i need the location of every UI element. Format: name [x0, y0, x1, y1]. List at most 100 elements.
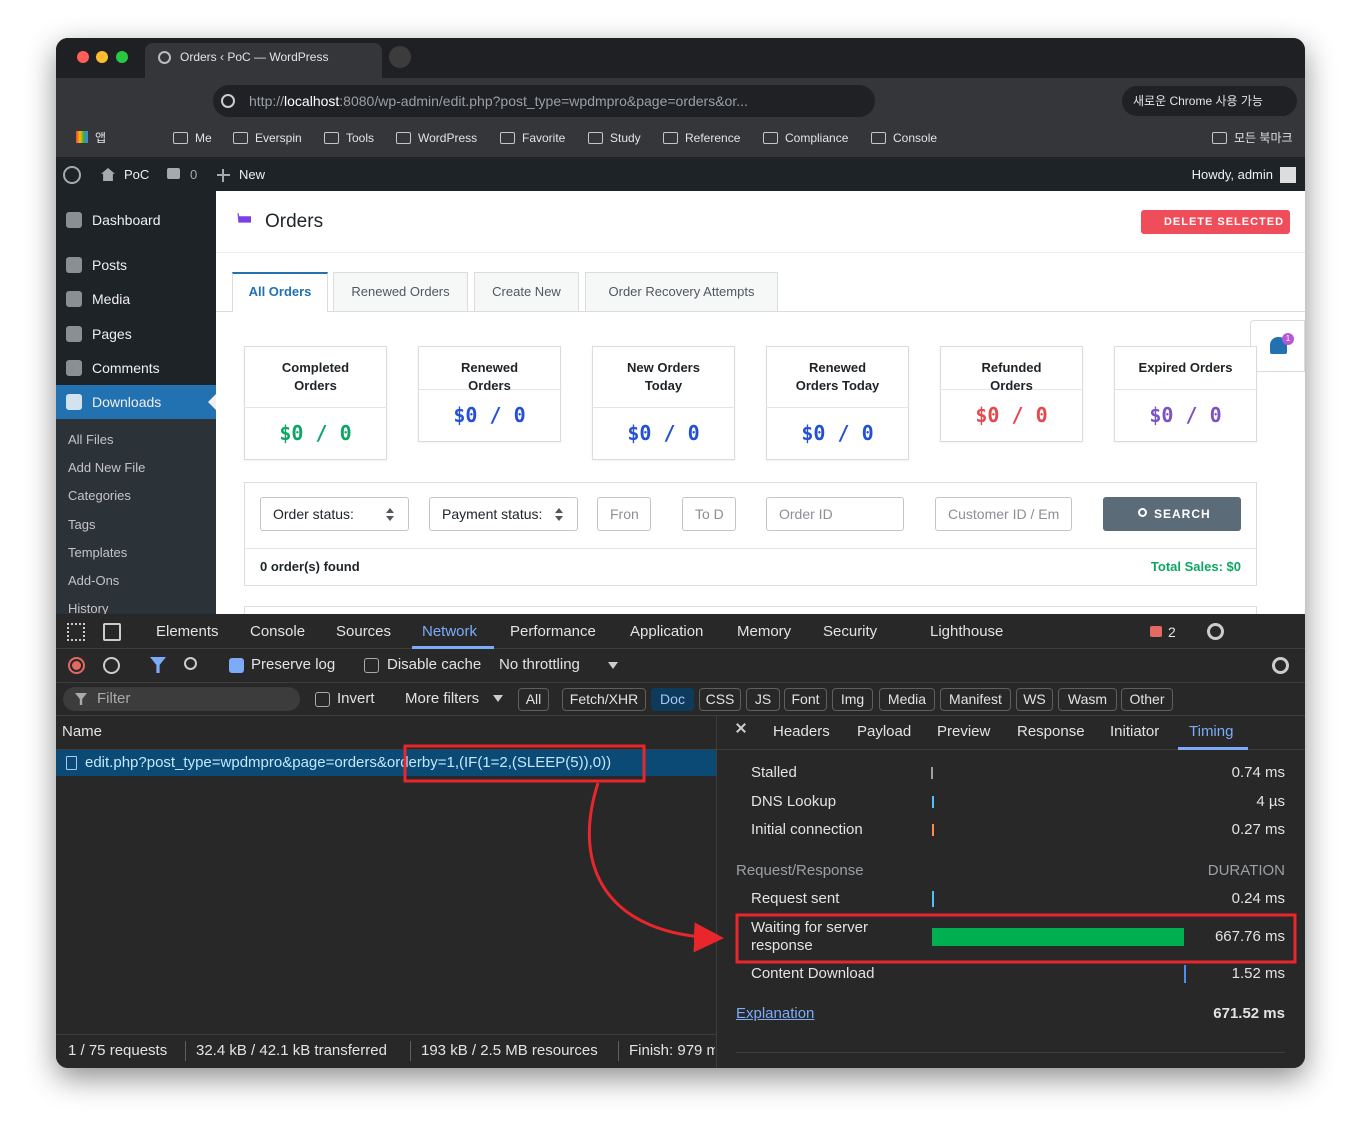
- net-settings[interactable]: [1272, 657, 1289, 674]
- bookmark[interactable]: Favorite: [522, 131, 566, 145]
- type-filter[interactable]: [784, 688, 827, 711]
- checkbox-checked[interactable]: [229, 658, 244, 673]
- type-filter[interactable]: [562, 688, 646, 711]
- tab-label[interactable]: Create New: [492, 284, 561, 299]
- checkbox[interactable]: [315, 692, 330, 707]
- submenu-item[interactable]: Add New File: [68, 460, 146, 476]
- submenu-item[interactable]: Add-Ons: [68, 573, 120, 588]
- search-button[interactable]: [1103, 497, 1241, 531]
- checkbox[interactable]: [364, 658, 379, 673]
- tab-label[interactable]: Renewed Orders: [351, 284, 450, 299]
- howdy[interactable]: Howdy, admin: [1191, 167, 1273, 182]
- detail-tab[interactable]: Timing: [1189, 723, 1234, 740]
- bookmark[interactable]: Console: [893, 131, 938, 145]
- tab-label[interactable]: All Orders: [248, 284, 312, 299]
- invert[interactable]: Invert: [337, 690, 375, 707]
- site-name[interactable]: PoC: [124, 167, 150, 182]
- type-label[interactable]: CSS: [705, 691, 735, 707]
- omnibox[interactable]: [213, 85, 875, 117]
- type-label[interactable]: WS: [1023, 691, 1046, 707]
- window-control[interactable]: [116, 51, 128, 63]
- record-button[interactable]: [68, 657, 85, 674]
- bookmark[interactable]: Me: [195, 131, 212, 145]
- window-control[interactable]: [96, 51, 108, 63]
- submenu-item[interactable]: History: [68, 601, 109, 617]
- devtools-tab[interactable]: Security: [823, 623, 878, 640]
- type-filter[interactable]: [746, 688, 780, 711]
- menu-item[interactable]: Dashboard: [92, 212, 161, 228]
- preserve-log[interactable]: Preserve log: [251, 656, 336, 673]
- filter-input[interactable]: [429, 497, 578, 531]
- bookmark[interactable]: Compliance: [785, 131, 849, 145]
- type-label[interactable]: Font: [791, 691, 820, 707]
- new-menu[interactable]: New: [239, 167, 266, 182]
- browser-tab[interactable]: [145, 43, 382, 78]
- type-filter[interactable]: [518, 688, 549, 711]
- detail-tab[interactable]: Payload: [857, 723, 912, 740]
- more-filters[interactable]: More filters: [405, 690, 480, 707]
- type-label[interactable]: Doc: [660, 691, 685, 707]
- type-label[interactable]: Other: [1129, 691, 1165, 707]
- devtools-tab[interactable]: Console: [250, 623, 306, 640]
- type-label[interactable]: Img: [840, 691, 865, 707]
- bookmark[interactable]: Study: [610, 131, 641, 145]
- tab[interactable]: [333, 272, 468, 312]
- filter-field[interactable]: Fron: [610, 506, 639, 522]
- filter-field[interactable]: Order ID: [779, 506, 833, 522]
- bookmark[interactable]: 앱: [95, 131, 107, 145]
- type-label[interactable]: Media: [887, 691, 927, 707]
- update-pill[interactable]: [1122, 86, 1297, 116]
- delete-button[interactable]: [1141, 210, 1290, 234]
- request-name[interactable]: edit.php?post_type=wpdmpro&page=orders&o…: [85, 753, 715, 773]
- devtools-tab[interactable]: Lighthouse: [930, 623, 1004, 640]
- tab-label[interactable]: Order Recovery Attempts: [608, 284, 755, 299]
- throttling[interactable]: No throttling: [499, 656, 580, 673]
- bookmark[interactable]: 모든 북마크: [1234, 131, 1293, 145]
- filter-input[interactable]: [597, 497, 651, 531]
- submenu-item[interactable]: Templates: [68, 544, 128, 560]
- type-filter[interactable]: [1058, 688, 1117, 711]
- bookmark[interactable]: WordPress: [418, 131, 478, 145]
- filter-field[interactable]: Customer ID / Em: [948, 506, 1060, 522]
- devtools-tab[interactable]: Memory: [737, 623, 792, 640]
- devtools-tab[interactable]: Network: [422, 623, 478, 640]
- tab[interactable]: [232, 272, 328, 312]
- window-control[interactable]: [77, 51, 89, 63]
- filter-input[interactable]: [935, 497, 1072, 531]
- bookmark[interactable]: Tools: [346, 131, 375, 145]
- type-label[interactable]: All: [525, 691, 542, 707]
- chrome-update[interactable]: 새로운 Chrome 사용 가능: [1133, 94, 1263, 108]
- menu-item[interactable]: Comments: [92, 360, 160, 376]
- comment-count[interactable]: 0: [190, 167, 198, 182]
- filter-input[interactable]: [766, 497, 904, 531]
- detail-tab[interactable]: Response: [1017, 723, 1085, 740]
- tab[interactable]: [474, 272, 579, 312]
- filter-field[interactable]: Payment status:: [442, 506, 543, 522]
- menu-item[interactable]: Media: [92, 291, 131, 307]
- detail-tab[interactable]: Initiator: [1110, 723, 1160, 740]
- delete-label[interactable]: DELETE SELECTED: [1163, 216, 1285, 228]
- settings-icon[interactable]: [1207, 623, 1224, 640]
- submenu-item[interactable]: Categories: [68, 488, 131, 504]
- bookmark[interactable]: Everspin: [255, 131, 302, 145]
- type-label[interactable]: JS: [754, 691, 772, 707]
- explanation-link[interactable]: Explanation: [736, 1005, 815, 1022]
- menu-item[interactable]: Pages: [92, 326, 132, 342]
- error-count[interactable]: 2: [1168, 624, 1176, 640]
- type-filter[interactable]: [699, 688, 741, 711]
- detail-tab[interactable]: Headers: [773, 723, 830, 740]
- submenu-item[interactable]: Tags: [68, 516, 96, 532]
- new-tab-button[interactable]: [389, 46, 411, 68]
- bookmark[interactable]: Reference: [685, 131, 741, 145]
- filter-input[interactable]: [260, 497, 409, 531]
- type-label[interactable]: Wasm: [1067, 691, 1108, 707]
- type-filter[interactable]: [1016, 688, 1053, 711]
- filter-field[interactable]: To D: [695, 506, 724, 522]
- menu-item[interactable]: Posts: [92, 257, 128, 273]
- type-filter[interactable]: [1121, 688, 1173, 711]
- devtools-tab[interactable]: Elements: [156, 623, 219, 640]
- filter-input[interactable]: [682, 497, 736, 531]
- submenu-item[interactable]: All Files: [68, 432, 114, 447]
- search-label[interactable]: SEARCH: [1154, 507, 1211, 521]
- type-filter[interactable]: [651, 688, 694, 711]
